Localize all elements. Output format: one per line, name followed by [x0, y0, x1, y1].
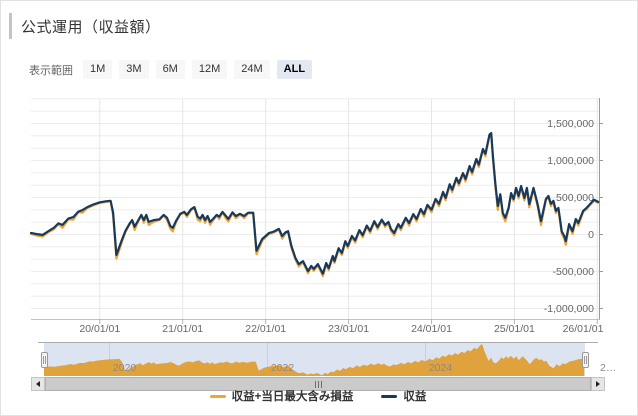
- navigator[interactable]: 2020 2022 2024 2…: [38, 342, 616, 376]
- range-button-12m[interactable]: 12M: [191, 60, 228, 79]
- range-button-1m[interactable]: 1M: [83, 60, 113, 79]
- axis-labels: 1,500,000 1,000,000 500,000 0 -500,000 -1,000…: [79, 118, 603, 335]
- y-axis-label: -1,000,000: [544, 303, 594, 315]
- navigator-year-label: 2024: [429, 362, 453, 374]
- range-selector-label: 表示範囲: [29, 64, 73, 77]
- right-arrow-icon: [596, 381, 603, 387]
- legend-item-profit-plus-drawdown[interactable]: 収益+当日最大含み損益: [209, 388, 354, 404]
- range-button-6m[interactable]: 6M: [155, 60, 185, 79]
- y-axis-label: -500,000: [553, 266, 595, 278]
- navigator-year-label: 2…: [600, 362, 616, 374]
- navigator-right-handle[interactable]: [582, 352, 589, 368]
- navigator-area-series[interactable]: [44, 344, 585, 376]
- range-selector: 表示範囲 1M 3M 6M 12M 24M ALL: [29, 60, 313, 79]
- y-axis-label: 0: [588, 229, 594, 241]
- legend-item-profit[interactable]: 収益: [381, 388, 426, 404]
- scrollbar-right-button[interactable]: [591, 377, 605, 391]
- title-accent-bar: [9, 13, 12, 39]
- x-axis-label: 20/01/01: [79, 323, 120, 335]
- legend-label-profit-plus-drawdown: 収益+当日最大含み損益: [231, 391, 354, 403]
- navigator-year-label: 2022: [271, 362, 295, 374]
- profit-series-line: [29, 131, 600, 275]
- x-axis-label: 23/01/01: [328, 323, 369, 335]
- y-axis-label: 500,000: [556, 192, 594, 204]
- left-arrow-icon: [33, 381, 40, 387]
- y-axis-label: 1,000,000: [547, 155, 594, 167]
- range-button-3m[interactable]: 3M: [119, 60, 149, 79]
- range-button-all[interactable]: ALL: [276, 60, 313, 79]
- title-row: 公式運用（収益額）: [9, 13, 161, 39]
- range-button-24m[interactable]: 24M: [234, 60, 270, 79]
- gridlines: [31, 98, 599, 319]
- x-axis-label: 26/01/01: [563, 323, 604, 335]
- profit-plus-drawdown-series-line: [29, 132, 600, 278]
- scrollbar-thumb[interactable]: [45, 377, 591, 391]
- navy-line-swatch: [381, 394, 398, 398]
- y-axis-label: 1,500,000: [547, 118, 594, 130]
- x-axis-label: 21/01/01: [162, 323, 203, 335]
- axes: [31, 98, 603, 324]
- legend-label-profit: 収益: [403, 391, 427, 403]
- x-axis-label: 25/01/01: [494, 323, 535, 335]
- navigator-year-label: 2020: [113, 362, 137, 374]
- scrollbar[interactable]: [31, 377, 605, 391]
- page-title: 公式運用（収益額）: [21, 18, 161, 36]
- navigator-selected-range[interactable]: [44, 342, 585, 376]
- legend: 収益+当日最大含み損益 収益: [31, 387, 605, 405]
- grip-icon: [314, 380, 322, 388]
- scrollbar-left-button[interactable]: [31, 377, 45, 391]
- orange-line-swatch: [209, 394, 226, 398]
- x-axis-label: 22/01/01: [245, 323, 286, 335]
- x-axis-label: 24/01/01: [411, 323, 452, 335]
- navigator-left-handle[interactable]: [41, 352, 48, 368]
